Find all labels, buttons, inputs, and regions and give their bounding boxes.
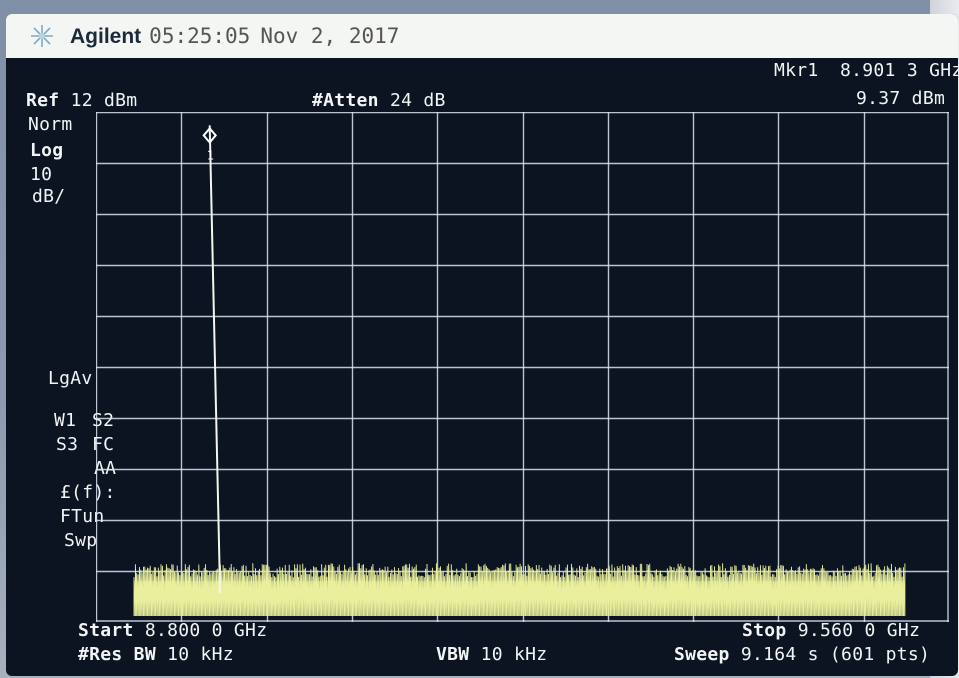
resolution-bandwidth: #Res BW 10 kHz	[78, 644, 234, 665]
title-bar: Agilent 05:25:05 Nov 2, 2017	[6, 14, 958, 58]
spectrum-plot: 1	[96, 112, 949, 622]
stop-label: Stop	[742, 620, 787, 641]
vbw-label: VBW	[436, 644, 470, 665]
vbw-value: 10 kHz	[480, 644, 548, 665]
detector-mode: Norm	[28, 114, 73, 135]
function-swp: Swp	[64, 530, 98, 551]
start-label: Start	[78, 620, 134, 641]
marker-number: 1	[207, 148, 214, 162]
sweep-time: Sweep 9.164 s (601 pts)	[674, 644, 930, 665]
marker-frequency: 8.901 3 GHz	[840, 60, 958, 81]
brand-name: Agilent	[70, 25, 142, 48]
function-label: £(f):	[60, 482, 116, 503]
carrier-peak-line	[208, 125, 221, 576]
trace	[133, 125, 906, 617]
analyzer-screen: Agilent 05:25:05 Nov 2, 2017 Mkr1 8.901 3 …	[6, 14, 958, 676]
attenuation: #Atten 24 dB	[312, 90, 446, 111]
diamond-marker-icon	[202, 126, 218, 144]
title-text: Agilent 05:25:05 Nov 2, 2017	[70, 24, 399, 49]
start-frequency: Start 8.800 0 GHz	[78, 620, 267, 641]
atten-label: #Atten	[312, 90, 379, 111]
ref-label: Ref	[26, 90, 60, 111]
atten-value: 24 dB	[389, 90, 446, 111]
trace-s3: S3	[56, 434, 79, 455]
function-ftun: FTun	[60, 506, 105, 527]
ref-level: Ref 12 dBm	[26, 90, 137, 111]
scale-type: Log	[30, 140, 64, 161]
scale-value: 10	[30, 164, 53, 185]
start-value: 8.800 0 GHz	[144, 620, 268, 641]
video-bandwidth: VBW 10 kHz	[436, 644, 547, 665]
noise-floor-trace	[133, 563, 906, 617]
agilent-spark-icon	[31, 25, 53, 47]
marker-group: 1	[202, 126, 218, 162]
stop-value: 9.560 0 GHz	[797, 620, 921, 641]
sweep-label: Sweep	[674, 644, 730, 665]
average-mode: LgAv	[48, 368, 93, 389]
trace-w1: W1	[54, 410, 77, 431]
stop-frequency: Stop 9.560 0 GHz	[742, 620, 920, 641]
res-bw-label: #Res BW	[78, 644, 156, 665]
trace-fc: FC	[92, 434, 115, 455]
marker-label: Mkr1	[774, 60, 819, 81]
ref-value: 12 dBm	[70, 90, 138, 111]
clock-date: Nov 2, 2017	[260, 24, 400, 48]
sweep-value: 9.164 s (601 pts)	[740, 644, 931, 665]
scale-unit: dB/	[32, 186, 66, 207]
spectrum-chart: 1	[96, 112, 949, 622]
res-bw-value: 10 kHz	[167, 644, 234, 665]
marker-amplitude: 9.37 dBm	[856, 88, 946, 109]
graticule	[96, 112, 949, 622]
trace-aa: AA	[94, 458, 117, 479]
clock-time: 05:25:05	[149, 24, 251, 48]
trace-s2: S2	[92, 410, 115, 431]
